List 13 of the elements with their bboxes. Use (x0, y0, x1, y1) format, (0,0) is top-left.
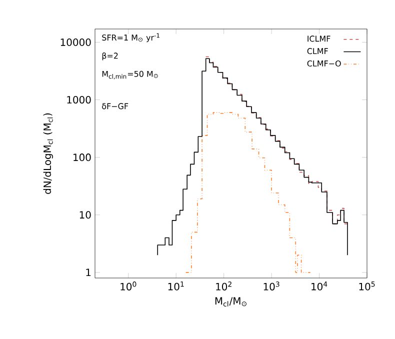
y-tick-label: 1 (86, 268, 91, 276)
y-tick-label: 1000 (67, 96, 91, 104)
x-axis-title: M$_{cl}$/M$_{⊙}$ (215, 297, 246, 307)
x-tick-label: 10$^{0}$ (120, 282, 136, 290)
y-tick-label: 10 (80, 211, 91, 219)
x-tick-label: 10$^{1}$ (168, 282, 184, 290)
y-tick-label: 10000 (60, 38, 91, 46)
x-tick-label: 10$^{3}$ (264, 282, 280, 290)
y-axis-title: dN/dLogM$_{cl}$ (M$_{cl}$) (43, 113, 53, 194)
y-tick-label: 100 (74, 154, 91, 162)
x-tick-label: 10$^{2}$ (216, 282, 232, 290)
x-tick-label: 10$^{5}$ (359, 282, 375, 290)
x-tick-label: 10$^{4}$ (312, 282, 328, 290)
